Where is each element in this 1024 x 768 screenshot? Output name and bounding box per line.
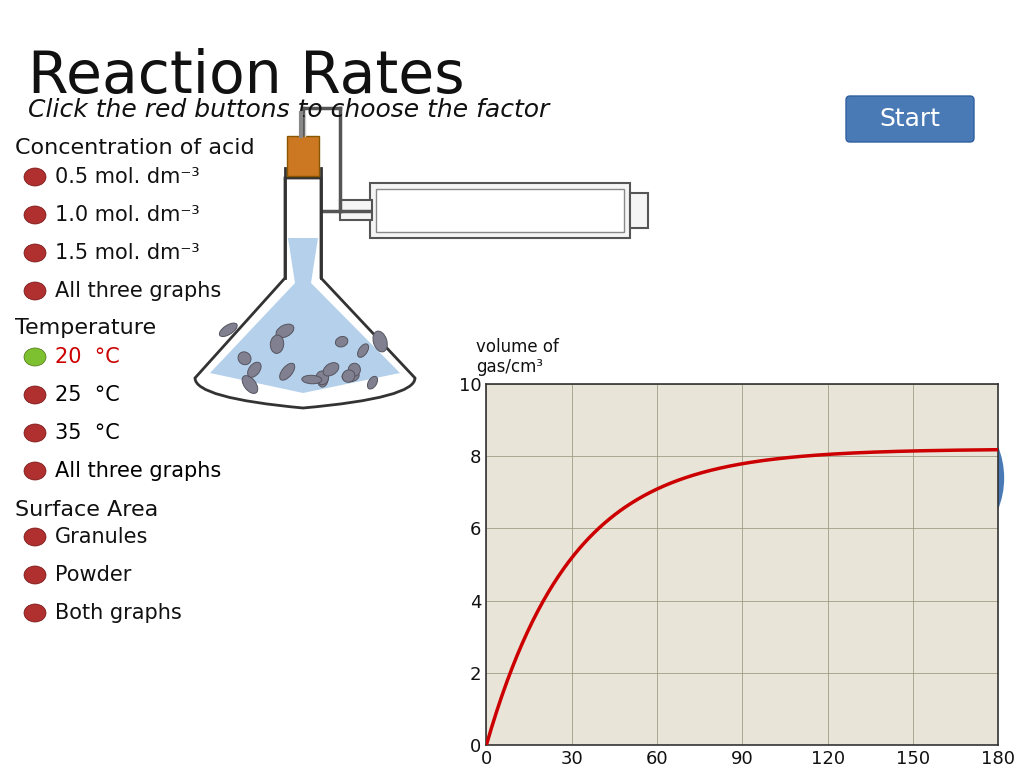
PathPatch shape: [195, 178, 415, 408]
FancyBboxPatch shape: [376, 189, 624, 232]
Ellipse shape: [357, 344, 369, 357]
Text: Concentration of acid: Concentration of acid: [15, 138, 255, 158]
Text: Granules: Granules: [55, 527, 148, 547]
Ellipse shape: [342, 370, 355, 382]
Ellipse shape: [24, 424, 46, 442]
Ellipse shape: [276, 324, 294, 338]
Text: 20  °C: 20 °C: [55, 347, 120, 367]
Ellipse shape: [242, 376, 258, 393]
Ellipse shape: [24, 566, 46, 584]
Ellipse shape: [373, 331, 387, 352]
Ellipse shape: [336, 336, 348, 347]
Text: All three graphs: All three graphs: [55, 281, 221, 301]
Ellipse shape: [24, 528, 46, 546]
Circle shape: [915, 473, 925, 483]
Text: 1.5 mol. dm⁻³: 1.5 mol. dm⁻³: [55, 243, 200, 263]
Circle shape: [848, 406, 992, 550]
Text: 35  °C: 35 °C: [55, 423, 120, 443]
FancyBboxPatch shape: [287, 136, 319, 176]
FancyBboxPatch shape: [340, 200, 372, 220]
Text: 1.0 mol. dm⁻³: 1.0 mol. dm⁻³: [55, 205, 200, 225]
Ellipse shape: [24, 462, 46, 480]
Ellipse shape: [24, 206, 46, 224]
Text: volume of
gas/cm³: volume of gas/cm³: [476, 337, 559, 376]
Ellipse shape: [24, 168, 46, 186]
FancyBboxPatch shape: [370, 183, 630, 238]
Ellipse shape: [302, 376, 322, 384]
Text: Both graphs: Both graphs: [55, 603, 181, 623]
Ellipse shape: [24, 244, 46, 262]
Ellipse shape: [219, 323, 238, 336]
PathPatch shape: [210, 238, 400, 393]
Ellipse shape: [348, 363, 360, 376]
Text: Start: Start: [880, 107, 940, 131]
Text: 25  °C: 25 °C: [55, 385, 120, 405]
Text: Powder: Powder: [55, 565, 131, 585]
Text: Surface Area: Surface Area: [15, 500, 159, 520]
Ellipse shape: [24, 604, 46, 622]
Text: Temperature: Temperature: [15, 318, 156, 338]
Ellipse shape: [317, 372, 328, 387]
Ellipse shape: [24, 386, 46, 404]
Text: Click the red buttons to choose the factor: Click the red buttons to choose the fact…: [28, 98, 549, 122]
Text: 0.5 mol. dm⁻³: 0.5 mol. dm⁻³: [55, 167, 200, 187]
FancyBboxPatch shape: [846, 96, 974, 142]
Ellipse shape: [24, 348, 46, 366]
Text: All three graphs: All three graphs: [55, 461, 221, 481]
Ellipse shape: [368, 376, 378, 389]
Ellipse shape: [24, 282, 46, 300]
Circle shape: [840, 398, 1000, 558]
Ellipse shape: [280, 363, 295, 380]
Text: Reaction Rates: Reaction Rates: [28, 48, 465, 105]
Ellipse shape: [342, 370, 359, 382]
FancyBboxPatch shape: [630, 193, 648, 228]
Ellipse shape: [270, 335, 284, 353]
Ellipse shape: [248, 362, 261, 377]
Ellipse shape: [315, 371, 329, 385]
Ellipse shape: [324, 362, 339, 376]
Ellipse shape: [238, 352, 251, 365]
